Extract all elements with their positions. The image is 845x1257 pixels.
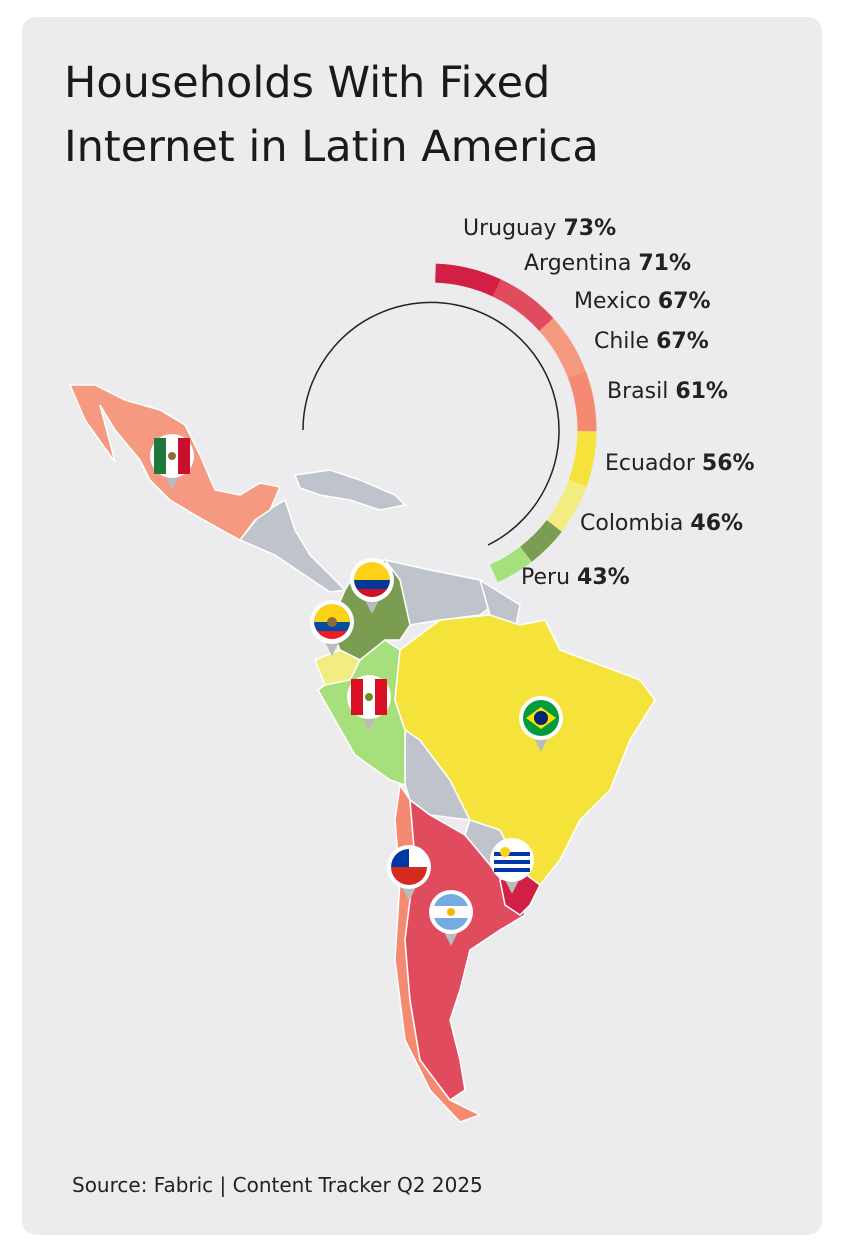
ring-segment [568,430,597,487]
land [238,498,347,593]
country-name: Colombia [580,511,683,536]
country-value: 56% [702,451,755,476]
country-value: 73% [564,216,617,241]
ring-segment [519,519,562,562]
ring-segment [546,479,587,532]
ring-segment [567,370,597,432]
ring-chart [434,263,597,583]
country-label: Ecuador 56% [605,451,755,476]
country-label: Chile 67% [594,329,709,354]
country-label: Uruguay 73% [463,216,616,241]
country-name: Argentina [524,251,631,276]
ring-segment [539,318,586,378]
country-name: Ecuador [605,451,696,476]
country-name: Chile [594,329,649,354]
source: Source: Fabric | Content Tracker Q2 2025 [72,1173,483,1197]
pin-chile [387,845,431,901]
country-name: Uruguay [463,216,557,241]
pin-ecuador [310,600,354,656]
pin-brasil [519,696,563,752]
ring-segment [492,279,554,332]
country-value: 67% [656,329,709,354]
country-shape [394,614,656,887]
country-value: 46% [690,511,743,536]
country-value: 43% [577,565,630,590]
country-name: Peru [521,565,570,590]
country-shape [404,798,526,1102]
pin-colombia [350,558,394,614]
title-line: Internet in Latin America [64,122,599,172]
country-value: 67% [658,289,711,314]
land [293,469,407,511]
country-label: Peru 43% [521,565,630,590]
country-value: 71% [638,251,691,276]
country-label: Mexico 67% [574,289,711,314]
country-name: Brasil [607,379,668,404]
ring-segment [434,263,501,297]
pin-uruguay [490,838,534,894]
country-name: Mexico [574,289,651,314]
ring-segment [489,546,532,583]
pin-mexico [150,434,194,490]
country-label: Brasil 61% [607,379,728,404]
title-line: Households With Fixed [64,58,550,108]
country-label: Argentina 71% [524,251,691,276]
flag-pins [150,434,563,946]
country-value: 61% [675,379,728,404]
pin-argentina [429,890,473,946]
card [22,17,822,1235]
country-label: Colombia 46% [580,511,743,536]
inner-arc [302,301,560,546]
pin-peru [347,675,391,731]
